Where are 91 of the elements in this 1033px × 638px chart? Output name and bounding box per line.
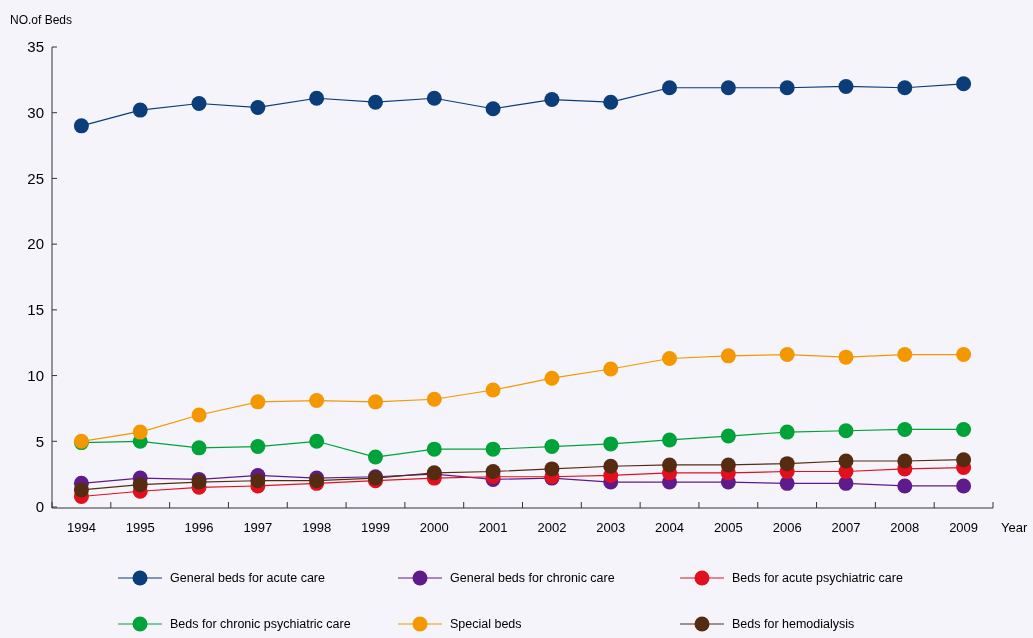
point bbox=[956, 478, 972, 494]
x-tick-label: 2007 bbox=[831, 520, 861, 535]
x-tick-label: 2002 bbox=[537, 520, 567, 535]
y-tick-label: 15 bbox=[27, 301, 44, 319]
point bbox=[485, 464, 501, 480]
point bbox=[838, 78, 854, 94]
point bbox=[779, 347, 795, 363]
point bbox=[191, 440, 207, 456]
point bbox=[897, 80, 913, 96]
point bbox=[720, 457, 736, 473]
y-tick-label: 5 bbox=[35, 432, 44, 450]
x-tick-label: 2006 bbox=[772, 520, 802, 535]
point bbox=[544, 439, 560, 455]
legend-label: General beds for acute care bbox=[170, 571, 325, 586]
point bbox=[191, 407, 207, 423]
x-tick-label: 1995 bbox=[125, 520, 155, 535]
point bbox=[779, 456, 795, 472]
x-tick-label: 2000 bbox=[419, 520, 449, 535]
point bbox=[309, 433, 325, 449]
point bbox=[956, 347, 972, 363]
x-tick-label: 2009 bbox=[949, 520, 979, 535]
point bbox=[250, 99, 266, 115]
point bbox=[956, 421, 972, 437]
x-axis-title: Year bbox=[1001, 520, 1028, 535]
legend-label: General beds for chronic care bbox=[450, 571, 615, 586]
point bbox=[250, 473, 266, 489]
point bbox=[956, 76, 972, 92]
point bbox=[367, 449, 383, 465]
point bbox=[485, 382, 501, 398]
point bbox=[485, 101, 501, 117]
y-axis-title: NO.of Beds bbox=[10, 13, 73, 27]
point bbox=[250, 394, 266, 410]
point bbox=[132, 424, 148, 440]
point bbox=[191, 96, 207, 112]
point bbox=[897, 421, 913, 437]
point bbox=[426, 391, 442, 407]
point bbox=[603, 458, 619, 474]
point bbox=[250, 439, 266, 455]
point bbox=[603, 436, 619, 452]
point bbox=[485, 441, 501, 457]
point bbox=[662, 350, 678, 366]
legend-label: Beds for hemodialysis bbox=[732, 617, 855, 632]
y-tick-label: 10 bbox=[27, 366, 44, 384]
point bbox=[662, 457, 678, 473]
point bbox=[779, 80, 795, 96]
point bbox=[132, 477, 148, 493]
point bbox=[662, 80, 678, 96]
point bbox=[603, 361, 619, 377]
point bbox=[897, 453, 913, 469]
y-tick-label: 20 bbox=[27, 235, 44, 253]
y-tick-label: 35 bbox=[27, 38, 44, 56]
point bbox=[603, 94, 619, 110]
point bbox=[956, 452, 972, 468]
point bbox=[367, 94, 383, 110]
point bbox=[838, 453, 854, 469]
point bbox=[426, 90, 442, 106]
point bbox=[779, 424, 795, 440]
point bbox=[544, 92, 560, 108]
x-tick-label: 2008 bbox=[890, 520, 920, 535]
point bbox=[309, 90, 325, 106]
x-tick-label: 1996 bbox=[184, 520, 214, 535]
x-tick-label: 1999 bbox=[361, 520, 390, 535]
point bbox=[897, 478, 913, 494]
point bbox=[309, 393, 325, 409]
point bbox=[720, 348, 736, 364]
point bbox=[132, 102, 148, 118]
point bbox=[544, 370, 560, 386]
x-tick-label: 2001 bbox=[478, 520, 508, 535]
x-tick-label: 1998 bbox=[302, 520, 332, 535]
point bbox=[838, 423, 854, 439]
point bbox=[897, 347, 913, 363]
legend-label: Beds for chronic psychiatric care bbox=[170, 617, 351, 632]
legend-label: Beds for acute psychiatric care bbox=[732, 571, 903, 586]
point bbox=[662, 432, 678, 448]
point bbox=[367, 394, 383, 410]
y-tick-label: 30 bbox=[27, 103, 44, 121]
y-tick-label: 0 bbox=[35, 498, 44, 516]
x-tick-label: 1997 bbox=[243, 520, 273, 535]
x-tick-label: 1994 bbox=[66, 520, 96, 535]
point bbox=[73, 482, 89, 498]
y-tick-label: 25 bbox=[27, 169, 44, 187]
x-tick-label: 2004 bbox=[655, 520, 684, 535]
point bbox=[426, 441, 442, 457]
point bbox=[544, 461, 560, 477]
point bbox=[838, 349, 854, 365]
point bbox=[73, 118, 89, 134]
point bbox=[720, 80, 736, 96]
x-tick-label: 2005 bbox=[713, 520, 743, 535]
x-tick-label: 2003 bbox=[596, 520, 626, 535]
point bbox=[720, 428, 736, 444]
legend-label: Special beds bbox=[450, 617, 522, 632]
